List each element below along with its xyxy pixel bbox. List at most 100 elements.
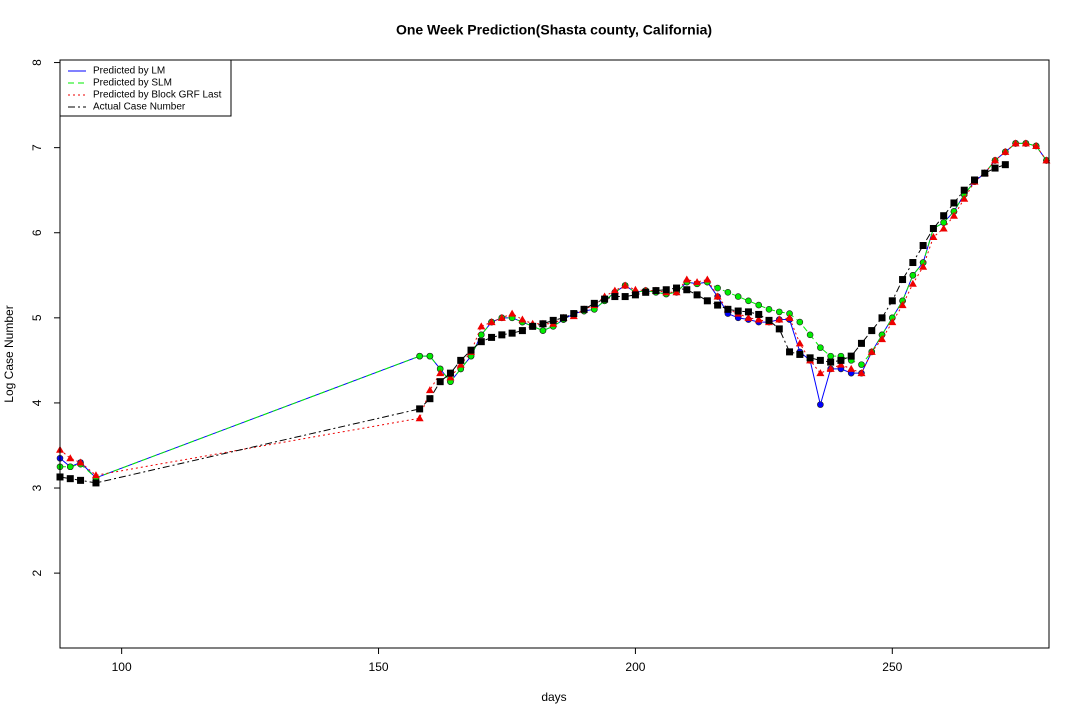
point — [498, 331, 506, 339]
point — [960, 186, 968, 194]
point — [836, 360, 845, 368]
point — [734, 307, 742, 315]
point — [950, 199, 958, 207]
point — [888, 297, 896, 305]
point — [673, 284, 681, 292]
point — [867, 347, 876, 355]
point — [580, 305, 588, 313]
point — [611, 293, 619, 301]
point — [415, 414, 424, 422]
point — [827, 352, 834, 360]
x-tick-label: 250 — [882, 660, 902, 674]
point — [487, 318, 496, 326]
legend-label: Actual Case Number — [93, 102, 186, 113]
point — [775, 315, 784, 323]
point — [858, 361, 865, 368]
point — [981, 169, 989, 177]
point — [714, 284, 721, 292]
point — [745, 297, 752, 305]
point — [816, 369, 825, 377]
point — [477, 322, 486, 330]
legend-box — [59, 59, 232, 117]
point — [744, 313, 753, 321]
point — [775, 325, 783, 333]
point — [518, 327, 526, 335]
point — [909, 271, 917, 279]
x-tick-label: 100 — [112, 660, 132, 674]
point — [1001, 147, 1010, 155]
point — [477, 338, 485, 346]
point — [724, 305, 732, 313]
point — [446, 373, 455, 381]
point — [806, 354, 814, 362]
point — [703, 297, 711, 305]
plot-frame — [59, 59, 1050, 649]
point — [827, 358, 835, 366]
point — [949, 211, 958, 219]
point — [559, 314, 567, 322]
point — [539, 320, 547, 328]
point — [795, 339, 804, 347]
point — [508, 309, 517, 317]
point — [1021, 139, 1030, 147]
legend-label: Predicted by Block GRF Last — [93, 90, 222, 101]
point — [878, 335, 887, 343]
point — [919, 262, 928, 270]
point — [765, 316, 773, 324]
point — [817, 344, 824, 351]
point — [1001, 161, 1009, 169]
x-axis-label: days — [541, 690, 566, 704]
point — [888, 318, 897, 326]
point — [539, 327, 547, 334]
point — [529, 322, 537, 330]
point — [456, 360, 465, 368]
y-tick-label: 4 — [30, 399, 44, 406]
point — [467, 346, 475, 354]
point — [899, 276, 907, 284]
point — [446, 369, 454, 377]
point — [724, 289, 732, 296]
point — [416, 405, 424, 413]
point — [940, 212, 948, 220]
y-tick-label: 7 — [30, 144, 44, 151]
legend-label: Predicted by LM — [93, 66, 165, 77]
point — [662, 286, 670, 294]
point — [765, 306, 773, 313]
y-tick-label: 8 — [30, 59, 44, 66]
point — [508, 329, 516, 337]
point — [416, 352, 423, 360]
point — [457, 356, 465, 364]
point — [713, 292, 722, 300]
point — [878, 314, 886, 322]
point — [929, 224, 937, 232]
point — [488, 333, 496, 341]
series — [56, 161, 1009, 487]
point — [786, 348, 794, 356]
point — [796, 350, 804, 358]
point — [590, 299, 598, 307]
point — [909, 259, 917, 267]
point — [426, 395, 434, 403]
point — [806, 331, 814, 339]
point — [857, 369, 866, 377]
point — [816, 356, 824, 364]
point — [868, 327, 876, 335]
point — [66, 475, 74, 483]
point — [66, 463, 74, 471]
point — [1011, 139, 1020, 147]
point — [693, 291, 701, 299]
point — [847, 364, 856, 372]
point — [734, 293, 742, 300]
point — [744, 308, 752, 316]
point — [1032, 141, 1041, 149]
point — [785, 313, 794, 321]
point — [908, 279, 917, 287]
point — [610, 286, 619, 294]
point — [631, 285, 640, 293]
y-tick-label: 6 — [30, 229, 44, 236]
point — [971, 176, 979, 184]
point — [847, 352, 855, 360]
y-axis-label: Log Case Number — [2, 305, 16, 402]
